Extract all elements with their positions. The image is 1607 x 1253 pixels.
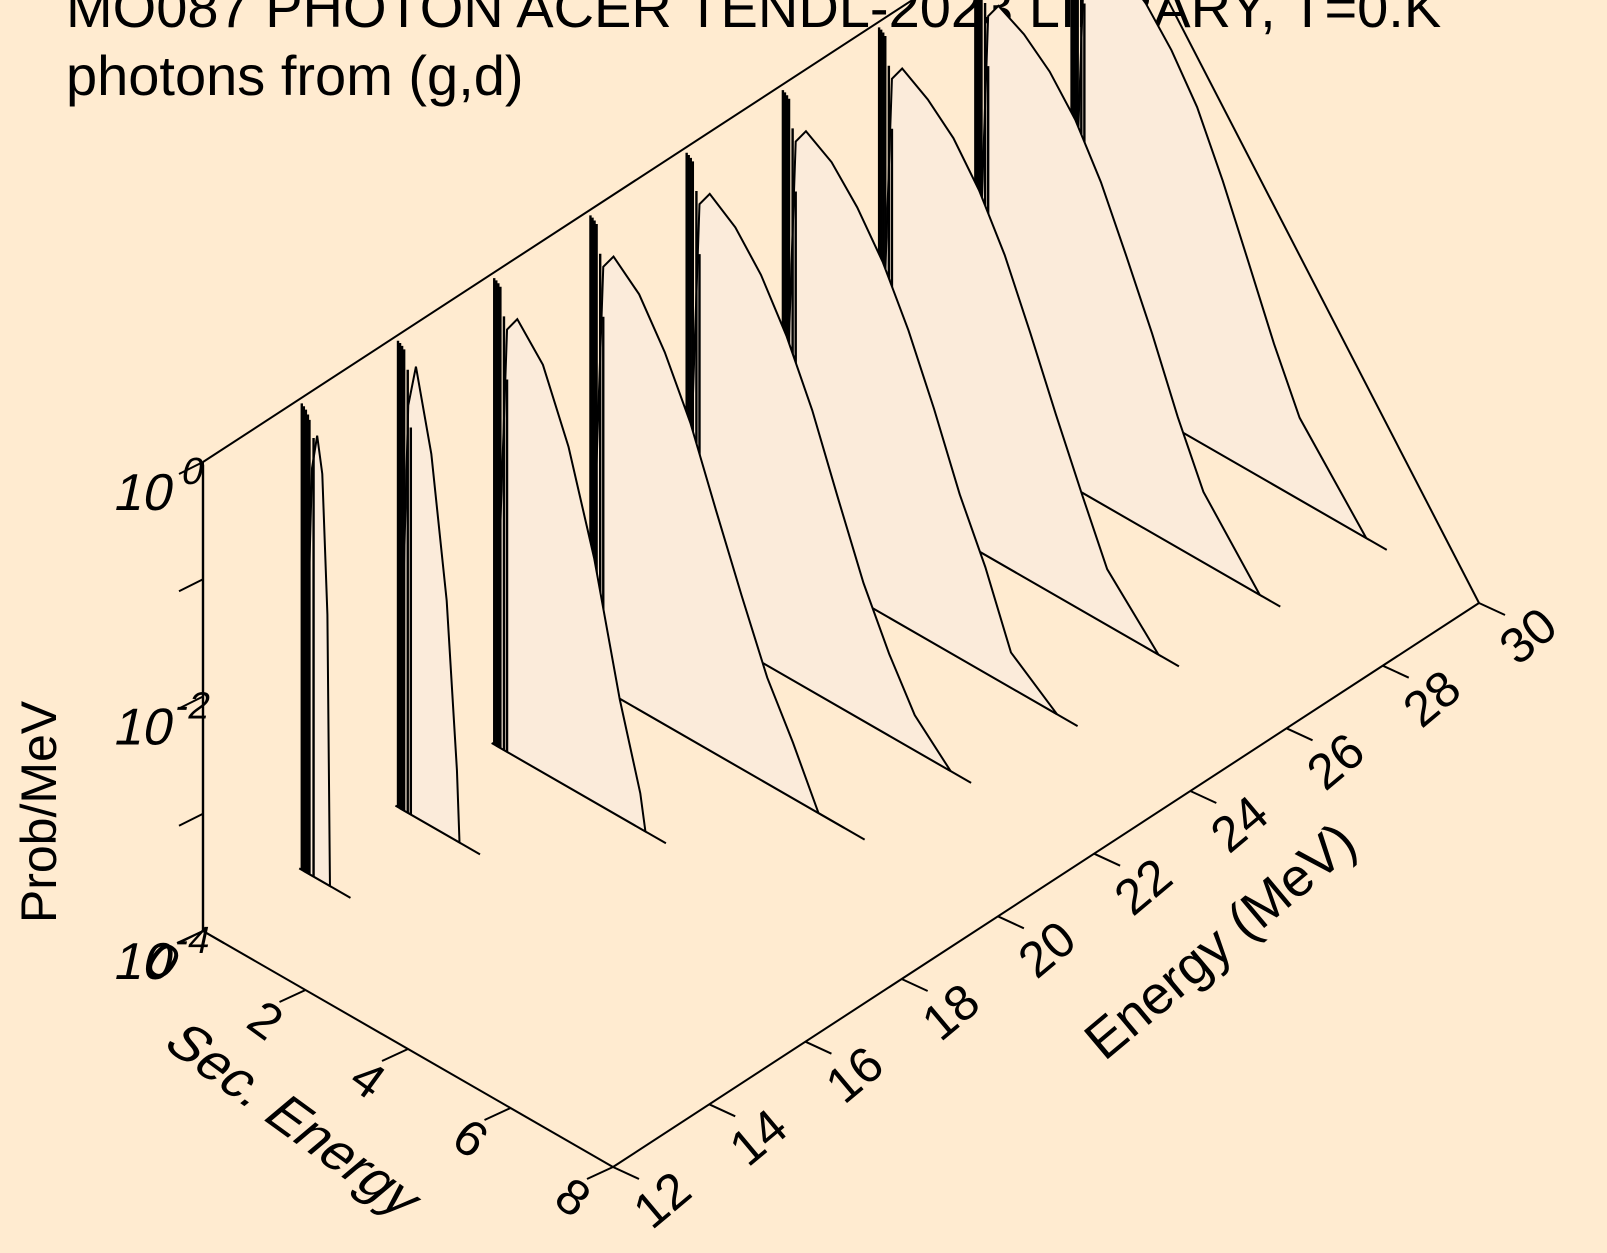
spectrum-slices: [201, 0, 1388, 944]
chart-title: MO087 PHOTON ACER TENDL-2023 LIBRARY, T=…: [66, 0, 1442, 39]
y-axis-line: [612, 602, 1480, 1168]
y-tick-label: 28: [1393, 659, 1472, 738]
right-wall-edge: [1166, 0, 1480, 604]
x-tick-label: 2: [238, 989, 293, 1051]
slice-continuum: [688, 192, 952, 772]
y-axis-tick: [1189, 790, 1217, 804]
y-axis-tick: [708, 1103, 736, 1118]
y-axis-tick: [1093, 852, 1121, 867]
z-axis-tick: [178, 812, 204, 827]
x-tick-label: 6: [443, 1107, 498, 1169]
y-axis-tick: [1382, 664, 1410, 679]
y-tick-label: 24: [1200, 785, 1279, 864]
slice-continuum: [592, 254, 845, 829]
z-tick-label-base: 10: [110, 698, 180, 756]
x-axis-tick: [176, 930, 204, 944]
chart-title-block: MO087 PHOTON ACER TENDL-2023 LIBRARY, T=…: [66, 0, 1441, 110]
x-axis-label: Sec. Energy: [152, 1013, 439, 1227]
x-tick-label: 8: [545, 1166, 600, 1228]
z-axis-tick: [178, 461, 204, 475]
z-axis-label: Prob/MeV: [11, 700, 67, 923]
x-axis-tick: [586, 1166, 614, 1180]
y-axis-tick: [901, 978, 929, 992]
slice-16: [394, 340, 481, 856]
y-tick-label: 22: [1104, 847, 1183, 926]
y-axis-tick: [612, 1166, 640, 1180]
y-tick-label: 20: [1008, 910, 1087, 989]
chart-subtitle: photons from (g,d): [66, 44, 524, 107]
z-tick-label-exponent: -2: [172, 685, 215, 728]
y-tick-label: 14: [719, 1098, 798, 1177]
y-tick-label: 12: [623, 1161, 702, 1240]
y-axis-label: Energy (MeV): [1074, 811, 1368, 1071]
y-tick-label: 16: [815, 1035, 894, 1114]
front-axes: [176, 602, 1506, 1180]
z-tick-label-base: 10: [110, 464, 180, 522]
y-tick-label: 18: [911, 973, 990, 1052]
slice-18: [491, 278, 667, 845]
slice-14: [298, 403, 351, 899]
y-tick-label: 30: [1489, 597, 1568, 676]
z-tick-label-base: 10: [110, 933, 180, 991]
y-tick-label: 26: [1296, 722, 1375, 801]
z-tick-label: 100: [110, 450, 209, 521]
z-axis-tick: [178, 578, 204, 593]
y-axis-tick: [1478, 602, 1506, 616]
x-tick-label: 4: [340, 1048, 395, 1110]
slice-continuum: [399, 366, 461, 845]
slice-20: [587, 215, 866, 841]
x-axis-tick: [279, 989, 306, 1003]
x-axis-tick: [381, 1048, 409, 1062]
back-top-edge: [202, 0, 915, 463]
y-axis-tick: [1286, 727, 1313, 742]
y-axis-tick: [805, 1040, 832, 1055]
x-axis-tick: [484, 1107, 511, 1121]
z-tick-label: 10-2: [110, 685, 215, 756]
y-axis-tick: [997, 915, 1025, 930]
z-axis-tick: [178, 695, 204, 710]
